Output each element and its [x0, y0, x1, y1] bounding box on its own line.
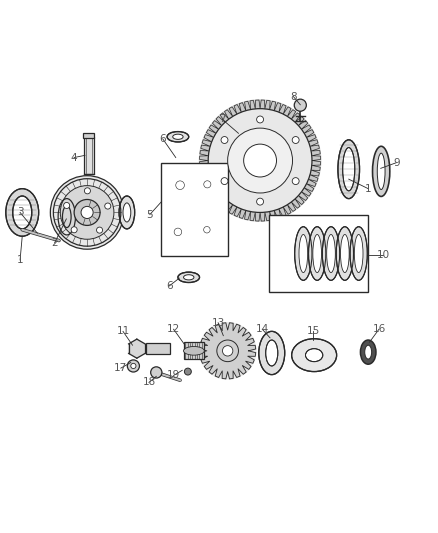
Circle shape: [292, 136, 299, 143]
Polygon shape: [200, 100, 321, 221]
Ellipse shape: [350, 227, 367, 280]
Ellipse shape: [58, 199, 75, 235]
Circle shape: [60, 185, 114, 239]
Ellipse shape: [119, 196, 134, 229]
Ellipse shape: [338, 140, 360, 199]
Circle shape: [257, 198, 264, 205]
Circle shape: [223, 345, 233, 356]
Ellipse shape: [123, 203, 131, 222]
Circle shape: [151, 367, 162, 378]
Text: 3: 3: [17, 207, 23, 217]
Text: 18: 18: [142, 377, 155, 387]
Circle shape: [204, 227, 210, 233]
Ellipse shape: [259, 332, 285, 375]
Circle shape: [174, 228, 182, 236]
Text: 1: 1: [365, 184, 371, 193]
Circle shape: [127, 360, 139, 372]
Bar: [184, 342, 204, 359]
Circle shape: [96, 227, 102, 233]
Ellipse shape: [327, 235, 336, 272]
Circle shape: [208, 109, 312, 213]
Ellipse shape: [354, 235, 363, 272]
Text: 15: 15: [307, 326, 320, 335]
Text: 7: 7: [219, 115, 226, 125]
Polygon shape: [200, 322, 256, 379]
Text: 17: 17: [114, 363, 127, 373]
Polygon shape: [200, 323, 256, 379]
Ellipse shape: [299, 235, 307, 272]
Polygon shape: [193, 170, 222, 199]
Ellipse shape: [340, 235, 349, 272]
Circle shape: [50, 176, 124, 249]
Ellipse shape: [266, 340, 278, 366]
Text: 13: 13: [212, 318, 225, 328]
Bar: [83, 133, 95, 138]
Ellipse shape: [343, 148, 355, 191]
Ellipse shape: [63, 206, 71, 228]
Text: 8: 8: [290, 92, 297, 102]
Ellipse shape: [336, 227, 353, 280]
Ellipse shape: [305, 349, 323, 361]
Text: 11: 11: [117, 326, 130, 336]
Polygon shape: [194, 217, 220, 243]
Bar: [146, 343, 170, 354]
Circle shape: [131, 364, 136, 368]
Circle shape: [228, 128, 293, 193]
Circle shape: [184, 368, 191, 375]
Polygon shape: [163, 168, 198, 203]
Circle shape: [257, 116, 264, 123]
Ellipse shape: [178, 272, 200, 282]
Ellipse shape: [167, 132, 189, 142]
Text: 5: 5: [146, 209, 153, 220]
Circle shape: [74, 199, 100, 225]
Ellipse shape: [308, 227, 326, 280]
Ellipse shape: [173, 134, 183, 139]
Text: 9: 9: [393, 158, 399, 168]
Circle shape: [81, 206, 93, 219]
Ellipse shape: [184, 274, 194, 280]
Circle shape: [221, 177, 228, 184]
Text: 10: 10: [377, 250, 390, 260]
Bar: [84, 137, 94, 174]
Text: 12: 12: [167, 324, 180, 334]
Ellipse shape: [295, 227, 312, 280]
Text: 19: 19: [167, 370, 180, 381]
Bar: [161, 163, 228, 256]
Circle shape: [217, 340, 238, 361]
Circle shape: [294, 99, 306, 111]
Circle shape: [176, 181, 184, 190]
Circle shape: [71, 227, 77, 233]
Ellipse shape: [13, 196, 32, 229]
Text: 6: 6: [159, 134, 166, 144]
Circle shape: [221, 136, 228, 143]
Circle shape: [64, 203, 70, 208]
Ellipse shape: [184, 346, 204, 355]
Ellipse shape: [313, 235, 321, 272]
Text: 2: 2: [51, 238, 58, 248]
Polygon shape: [200, 100, 321, 221]
Text: 14: 14: [256, 324, 269, 334]
Circle shape: [204, 181, 211, 188]
Text: 16: 16: [372, 324, 385, 334]
Circle shape: [85, 188, 90, 194]
Polygon shape: [129, 339, 145, 358]
Circle shape: [292, 177, 299, 184]
Ellipse shape: [322, 227, 339, 280]
Text: 4: 4: [71, 152, 78, 163]
Circle shape: [105, 203, 111, 209]
Ellipse shape: [377, 153, 385, 190]
Text: 1: 1: [17, 255, 23, 265]
Ellipse shape: [365, 345, 372, 359]
Text: 6: 6: [166, 281, 173, 291]
Ellipse shape: [292, 338, 337, 372]
Ellipse shape: [372, 146, 390, 197]
Polygon shape: [163, 217, 193, 247]
Circle shape: [244, 144, 276, 177]
Ellipse shape: [6, 189, 39, 236]
Bar: [269, 215, 368, 293]
Ellipse shape: [360, 340, 376, 364]
